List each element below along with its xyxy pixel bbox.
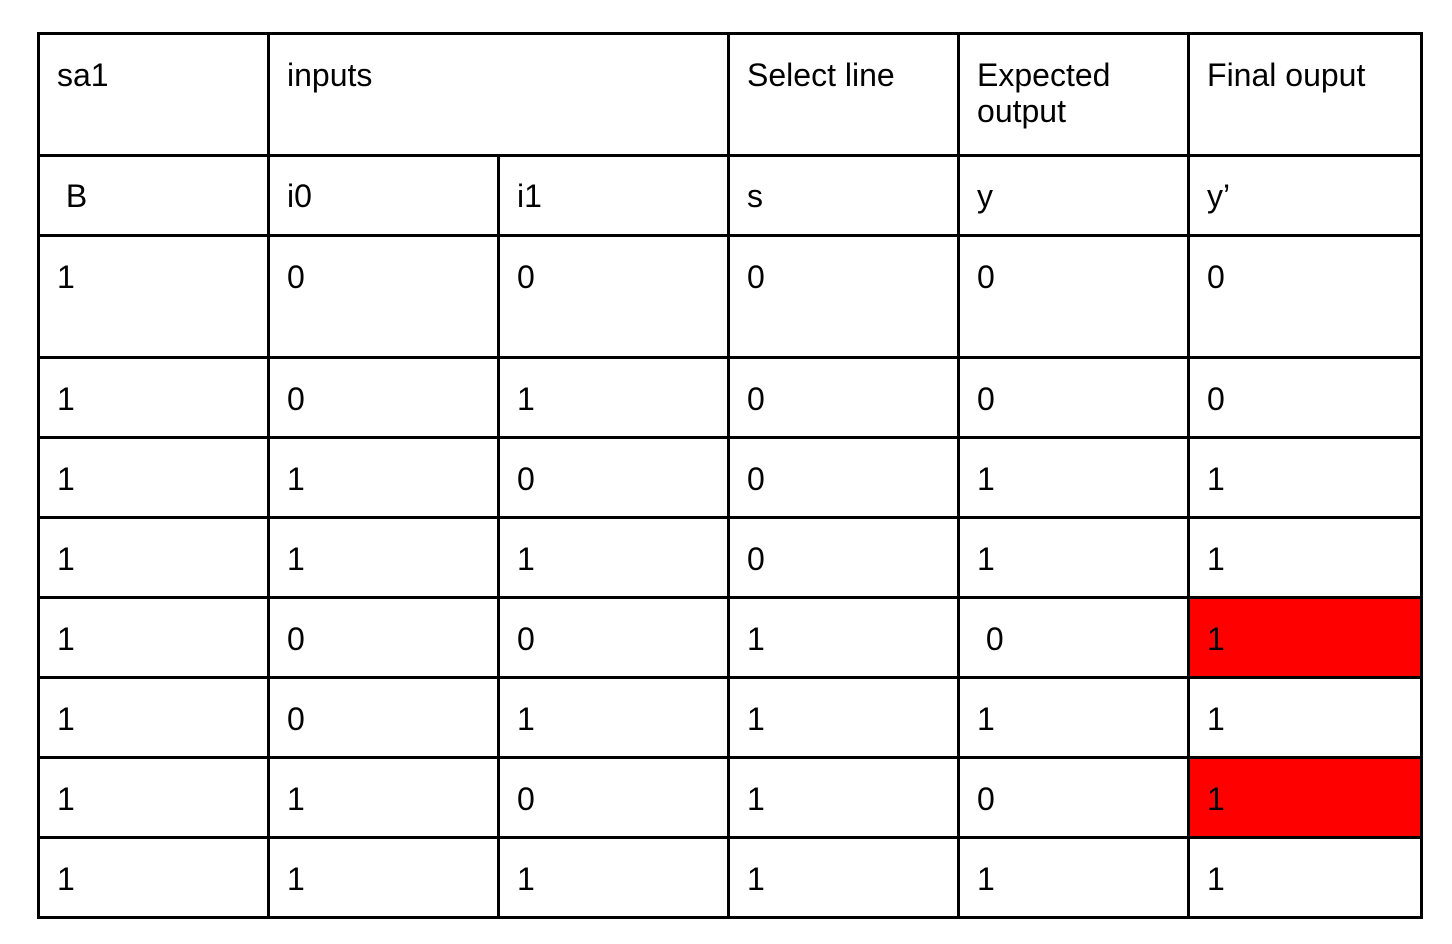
cell-b: 1 <box>37 676 270 759</box>
header-s: s <box>727 154 961 237</box>
cell-s: 1 <box>727 756 961 839</box>
cell-i1: 1 <box>496 836 731 919</box>
cell-y: 0 <box>957 756 1191 839</box>
cell-y-prime: 1 <box>1187 756 1424 839</box>
cell-y: 1 <box>957 516 1191 599</box>
cell-y: 0 <box>957 356 1191 439</box>
cell-y-prime: 0 <box>1187 356 1424 439</box>
cell-y: 0 <box>957 596 1191 679</box>
cell-i0: 0 <box>267 234 500 359</box>
header-y: y <box>957 154 1191 237</box>
cell-s: 1 <box>727 596 961 679</box>
cell-i1: 0 <box>496 234 731 359</box>
cell-i0: 0 <box>267 356 500 439</box>
cell-s: 1 <box>727 676 961 759</box>
cell-s: 0 <box>727 436 961 519</box>
cell-b: 1 <box>37 436 270 519</box>
cell-i0: 1 <box>267 836 500 919</box>
header-expected-output: Expected output <box>957 32 1191 157</box>
cell-s: 0 <box>727 356 961 439</box>
header-y-prime: y’ <box>1187 154 1424 237</box>
cell-y: 1 <box>957 836 1191 919</box>
header-select-line: Select line <box>727 32 961 157</box>
cell-i1: 1 <box>496 676 731 759</box>
cell-y: 1 <box>957 436 1191 519</box>
cell-b: 1 <box>37 596 270 679</box>
cell-y-prime: 1 <box>1187 676 1424 759</box>
header-b: B <box>37 154 270 237</box>
cell-i0: 1 <box>267 516 500 599</box>
cell-i1: 0 <box>496 436 731 519</box>
cell-i0: 1 <box>267 756 500 839</box>
cell-b: 1 <box>37 516 270 599</box>
header-sa1: sa1 <box>37 32 270 157</box>
cell-s: 0 <box>727 516 961 599</box>
truth-table: sa1 inputs Select line Expected output F… <box>37 32 1424 919</box>
cell-i0: 0 <box>267 596 500 679</box>
cell-i0: 1 <box>267 436 500 519</box>
cell-y-prime: 0 <box>1187 234 1424 359</box>
cell-i1: 0 <box>496 756 731 839</box>
header-row-signals: B i0 i1 s y y’ <box>37 154 1424 237</box>
header-inputs: inputs <box>266 32 731 157</box>
cell-y: 1 <box>957 676 1191 759</box>
cell-b: 1 <box>37 234 270 359</box>
cell-i1: 1 <box>496 516 731 599</box>
header-i0: i0 <box>267 154 500 237</box>
header-i1: i1 <box>496 154 731 237</box>
cell-i1: 0 <box>496 596 731 679</box>
header-row-groups: sa1 inputs Select line Expected output F… <box>37 32 1424 157</box>
cell-y-prime: 1 <box>1187 436 1424 519</box>
header-final-output: Final ouput <box>1187 32 1424 157</box>
cell-y-prime: 1 <box>1187 836 1424 919</box>
cell-y: 0 <box>957 234 1191 359</box>
cell-s: 0 <box>727 234 961 359</box>
cell-b: 1 <box>37 836 270 919</box>
cell-y-prime: 1 <box>1187 516 1424 599</box>
cell-s: 1 <box>727 836 961 919</box>
cell-b: 1 <box>37 756 270 839</box>
cell-y-prime: 1 <box>1187 596 1424 679</box>
cell-i0: 0 <box>267 676 500 759</box>
cell-i1: 1 <box>496 356 731 439</box>
cell-b: 1 <box>37 356 270 439</box>
